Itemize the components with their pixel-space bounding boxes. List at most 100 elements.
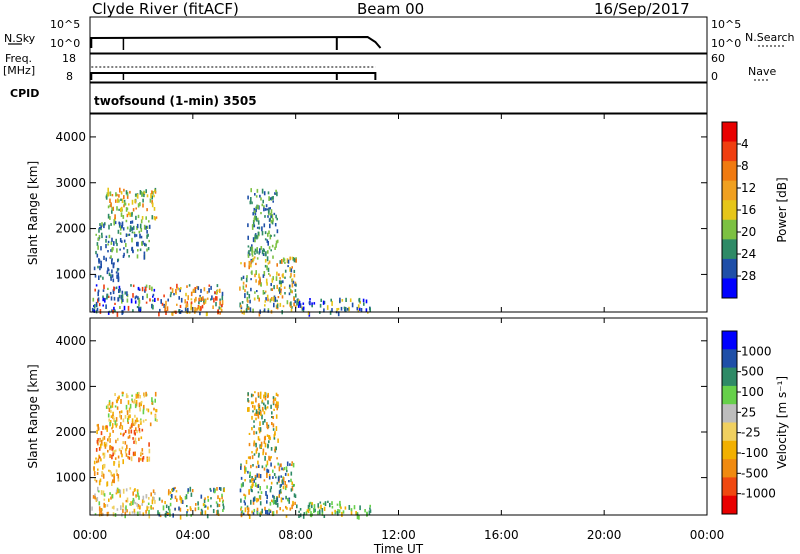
data-cell <box>139 419 142 423</box>
data-cell <box>135 400 138 405</box>
data-cell <box>111 494 114 499</box>
data-cell <box>151 200 153 205</box>
data-cell <box>145 189 147 194</box>
data-cell <box>319 510 321 515</box>
data-cell <box>275 501 277 505</box>
data-cell <box>129 511 131 516</box>
data-cell <box>263 249 265 252</box>
data-cell <box>93 266 96 271</box>
data-cell <box>121 290 124 294</box>
colorbar-swatch <box>722 495 737 515</box>
data-cell <box>108 402 111 406</box>
data-cell <box>116 248 118 253</box>
data-cell <box>195 308 197 312</box>
data-cell <box>267 400 269 405</box>
colorbar-tick-label: 12 <box>741 181 756 195</box>
data-cell <box>257 395 260 398</box>
data-cell <box>222 505 225 510</box>
data-cell <box>259 474 262 479</box>
data-cell <box>185 304 187 309</box>
data-cell <box>138 303 140 307</box>
data-cell <box>266 239 269 243</box>
nsky-tick-top: 10^5 <box>50 18 81 31</box>
data-cell <box>261 465 264 469</box>
data-cell <box>171 288 174 293</box>
data-cell <box>120 432 122 435</box>
data-cell <box>248 307 251 310</box>
data-cell <box>153 194 155 198</box>
data-cell <box>331 511 334 516</box>
data-cell <box>257 413 260 419</box>
data-cell <box>115 199 117 203</box>
data-cell <box>356 306 359 311</box>
data-cell <box>240 506 243 509</box>
data-cell <box>251 260 253 263</box>
data-cell <box>270 481 273 485</box>
data-cell <box>132 491 134 496</box>
data-cell <box>127 421 129 424</box>
data-cell <box>276 284 278 289</box>
data-cell <box>95 233 97 236</box>
data-cell <box>204 497 206 500</box>
data-cell <box>264 396 267 401</box>
data-cell <box>249 307 252 312</box>
data-cell <box>111 423 114 429</box>
data-cell <box>215 296 217 301</box>
data-cell <box>221 495 223 500</box>
data-cell <box>112 290 115 295</box>
data-cell <box>132 309 134 312</box>
data-cell <box>125 243 127 248</box>
freq-tick-top: 18 <box>62 52 76 65</box>
data-cell <box>248 260 251 266</box>
data-cell <box>258 226 261 230</box>
data-cell <box>251 251 253 256</box>
data-cell <box>96 439 99 444</box>
data-cell <box>106 293 109 298</box>
data-cell <box>140 457 142 461</box>
data-cell <box>342 510 345 514</box>
data-cell <box>296 504 298 509</box>
colorbar-tick-label: 100 <box>741 385 764 399</box>
data-cell <box>223 488 225 493</box>
data-cell <box>107 287 109 290</box>
data-cell <box>198 301 200 305</box>
data-cell <box>253 250 256 254</box>
y-tick-label: 4000 <box>55 130 86 144</box>
data-cell <box>136 417 138 423</box>
data-cell <box>289 284 291 288</box>
data-cell <box>141 286 144 292</box>
data-cell <box>138 300 141 304</box>
data-cell <box>321 508 324 513</box>
data-cell <box>113 308 116 312</box>
data-cell <box>109 432 111 437</box>
data-cell <box>120 191 123 195</box>
data-cell <box>110 241 113 245</box>
data-cell <box>259 427 262 432</box>
data-cell <box>291 266 293 269</box>
data-cell <box>146 456 149 459</box>
data-cell <box>267 394 269 399</box>
data-cell <box>279 277 281 280</box>
data-cell <box>128 233 131 236</box>
data-cell <box>248 253 251 256</box>
data-cell <box>270 214 272 218</box>
data-cell <box>357 304 360 309</box>
data-cell <box>365 299 368 304</box>
data-cell <box>257 220 260 225</box>
x-tick-label: 08:00 <box>278 528 313 542</box>
data-cell <box>130 284 132 287</box>
data-cell <box>152 507 154 510</box>
data-cell <box>248 514 251 519</box>
data-cell <box>103 441 106 447</box>
data-cell <box>253 453 256 456</box>
data-cell <box>255 279 257 283</box>
data-cell <box>244 289 246 293</box>
data-cell <box>179 304 182 308</box>
data-cell <box>152 191 154 195</box>
data-cell <box>102 473 105 479</box>
data-cell <box>113 219 115 224</box>
data-cell <box>100 263 102 269</box>
data-cell <box>94 513 97 516</box>
data-cell <box>268 260 271 264</box>
data-cell <box>117 455 120 459</box>
